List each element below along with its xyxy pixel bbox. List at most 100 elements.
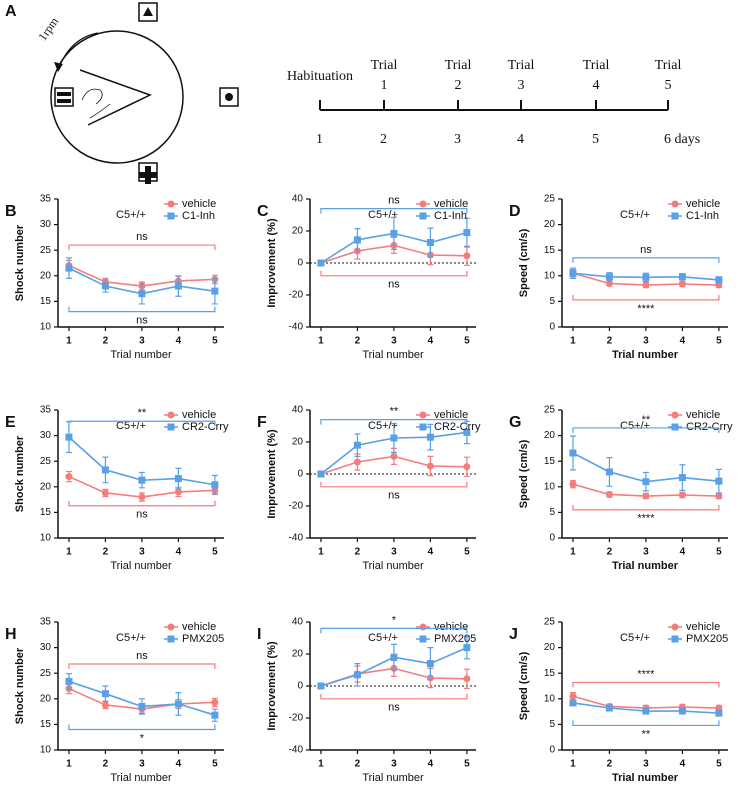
y-tick-label: 40 — [292, 617, 304, 628]
y-axis-title: Improvement (%) — [266, 218, 278, 308]
significance-label: ns — [388, 702, 400, 714]
x-tick-label: 3 — [391, 547, 397, 558]
y-tick-label: 25 — [544, 617, 556, 628]
y-tick-label: 35 — [40, 194, 52, 205]
point — [642, 707, 650, 715]
point — [101, 466, 109, 474]
x-tick-label: 2 — [607, 547, 613, 558]
y-tick-label: 20 — [544, 219, 556, 230]
x-tick-label: 1 — [66, 547, 72, 558]
day-label: 1 — [316, 132, 323, 147]
icon-bars — [57, 99, 71, 103]
x-tick-label: 5 — [716, 759, 722, 770]
point — [211, 698, 219, 706]
significance-bracket — [572, 294, 720, 301]
significance-bracket — [68, 500, 216, 507]
point — [678, 491, 686, 499]
panel-letter: G — [509, 414, 521, 431]
event-label: 2 — [455, 78, 462, 93]
y-tick-label: 35 — [40, 405, 52, 416]
y-tick-label: -20 — [289, 713, 304, 724]
icon-plus — [139, 166, 157, 184]
x-tick-label: 3 — [643, 759, 649, 770]
panel-letter: D — [509, 203, 521, 220]
point — [390, 434, 398, 442]
y-tick-label: 10 — [40, 745, 52, 756]
x-tick-label: 1 — [318, 547, 324, 558]
y-tick-label: 0 — [297, 258, 303, 269]
point — [569, 480, 577, 488]
x-tick-label: 2 — [103, 547, 109, 558]
x-tick-label: 4 — [176, 547, 182, 558]
icon-dot — [225, 93, 233, 101]
significance-label: ns — [136, 650, 148, 662]
point — [211, 711, 219, 719]
annotation: C5+/+ — [620, 420, 650, 432]
y-axis-title: Shock number — [14, 435, 26, 512]
point — [426, 462, 434, 470]
point — [390, 229, 398, 237]
x-tick-label: 3 — [643, 547, 649, 558]
x-tick-label: 4 — [176, 759, 182, 770]
y-tick-label: 15 — [40, 719, 52, 730]
point — [678, 273, 686, 281]
panel-letter: E — [5, 414, 16, 431]
x-tick-label: 1 — [570, 547, 576, 558]
point — [678, 707, 686, 715]
y-tick-label: -40 — [289, 745, 304, 756]
x-tick-label: 4 — [176, 336, 182, 347]
significance-label: * — [392, 614, 397, 626]
event-label: Trial — [583, 58, 610, 73]
point — [353, 458, 361, 466]
significance-bracket — [320, 208, 468, 214]
x-tick-label: 5 — [464, 759, 470, 770]
y-tick-label: 15 — [40, 296, 52, 307]
y-tick-label: 20 — [292, 437, 304, 448]
y-tick-label: 30 — [40, 219, 52, 230]
x-tick-label: 5 — [212, 336, 218, 347]
significance-bracket — [320, 419, 468, 425]
y-tick-label: 35 — [40, 617, 52, 628]
point — [174, 282, 182, 290]
point — [463, 644, 471, 652]
point — [463, 463, 471, 471]
significance-bracket — [68, 420, 216, 427]
point — [353, 236, 361, 244]
y-tick-label: 5 — [549, 296, 555, 307]
x-tick-label: 5 — [716, 547, 722, 558]
legend-label: C1-Inh — [434, 210, 467, 222]
y-tick-label: 25 — [544, 405, 556, 416]
x-tick-label: 3 — [139, 547, 145, 558]
y-tick-label: 0 — [297, 469, 303, 480]
point — [426, 239, 434, 247]
x-tick-label: 2 — [103, 336, 109, 347]
annotation: C5+/+ — [116, 632, 146, 644]
significance-label: * — [140, 732, 145, 744]
significance-bracket — [572, 504, 720, 511]
point — [138, 290, 146, 298]
y-tick-label: 20 — [40, 481, 52, 492]
y-tick-label: 10 — [40, 322, 52, 333]
significance-label: ns — [136, 315, 148, 327]
x-tick-label: 2 — [607, 336, 613, 347]
point — [569, 269, 577, 277]
point — [605, 273, 613, 281]
y-tick-label: 15 — [544, 456, 556, 467]
annotation: C5+/+ — [620, 632, 650, 644]
point — [678, 474, 686, 482]
x-tick-label: 5 — [464, 336, 470, 347]
legend-label: PMX205 — [434, 633, 476, 645]
legend-label: C1-Inh — [686, 210, 719, 222]
x-tick-label: 2 — [355, 547, 361, 558]
point — [642, 281, 650, 289]
point — [353, 441, 361, 449]
x-tick-label: 2 — [607, 759, 613, 770]
point — [138, 493, 146, 501]
legend-marker — [419, 423, 427, 431]
point — [174, 475, 182, 483]
icon-bars — [57, 92, 71, 96]
point — [317, 470, 325, 478]
x-axis-title: Trial number — [110, 560, 172, 572]
significance-label: ns — [136, 509, 148, 521]
